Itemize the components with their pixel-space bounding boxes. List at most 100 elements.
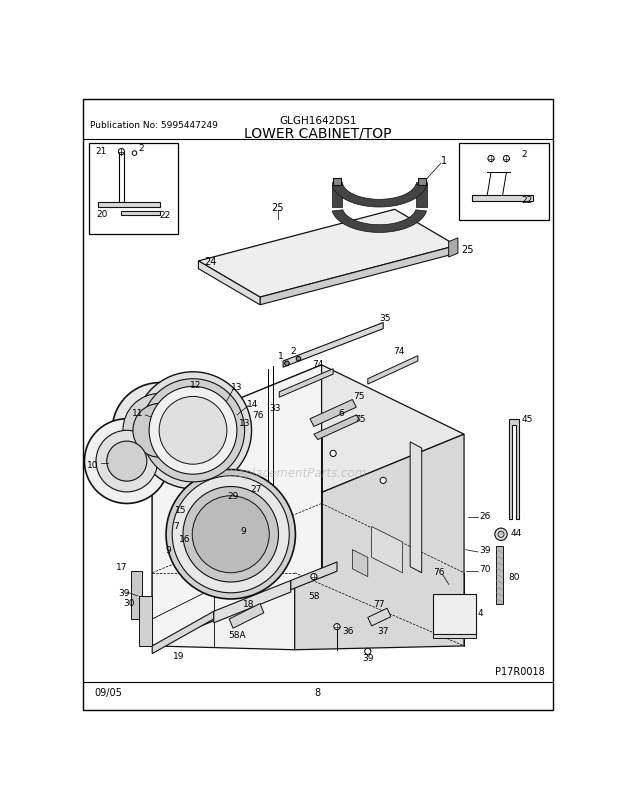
Text: 58A: 58A xyxy=(228,630,246,639)
Text: 2: 2 xyxy=(522,150,528,159)
Polygon shape xyxy=(198,522,214,532)
Text: P17R0018: P17R0018 xyxy=(495,666,544,676)
Polygon shape xyxy=(418,179,425,186)
Polygon shape xyxy=(291,562,337,590)
Polygon shape xyxy=(279,369,333,398)
Text: eReplacementParts.com: eReplacementParts.com xyxy=(223,467,367,480)
Text: 19: 19 xyxy=(174,651,185,661)
Circle shape xyxy=(141,379,245,482)
Polygon shape xyxy=(122,212,160,217)
Polygon shape xyxy=(332,182,342,208)
Text: 7: 7 xyxy=(174,520,179,530)
Text: 09/05: 09/05 xyxy=(94,687,122,697)
Text: 80: 80 xyxy=(508,573,520,581)
Text: 1: 1 xyxy=(278,352,284,361)
Text: 1: 1 xyxy=(441,156,447,166)
Circle shape xyxy=(330,451,336,457)
Text: 33: 33 xyxy=(270,403,281,412)
Text: 13: 13 xyxy=(239,419,250,427)
Text: 75: 75 xyxy=(355,415,366,423)
Text: 75: 75 xyxy=(353,391,365,401)
Circle shape xyxy=(166,470,295,599)
Text: 22: 22 xyxy=(159,211,170,220)
Polygon shape xyxy=(333,179,341,186)
Polygon shape xyxy=(433,594,476,634)
Text: 20: 20 xyxy=(96,209,107,218)
Polygon shape xyxy=(152,435,294,650)
Circle shape xyxy=(380,478,386,484)
Text: 25: 25 xyxy=(462,245,474,255)
Text: 74: 74 xyxy=(393,347,404,356)
Text: 74: 74 xyxy=(312,359,324,368)
Text: 21: 21 xyxy=(95,147,107,156)
Circle shape xyxy=(135,372,252,489)
Polygon shape xyxy=(314,415,360,440)
Polygon shape xyxy=(283,323,383,367)
Text: 13: 13 xyxy=(231,383,242,391)
Text: 18: 18 xyxy=(242,599,254,608)
Circle shape xyxy=(334,624,340,630)
Circle shape xyxy=(159,397,227,464)
Polygon shape xyxy=(410,443,422,573)
Polygon shape xyxy=(449,238,458,257)
Circle shape xyxy=(84,419,169,504)
Polygon shape xyxy=(139,596,152,646)
Text: 8: 8 xyxy=(315,687,321,697)
Circle shape xyxy=(149,387,237,475)
Text: 35: 35 xyxy=(379,314,391,322)
Polygon shape xyxy=(198,512,210,529)
Circle shape xyxy=(96,431,157,492)
Text: 9: 9 xyxy=(166,545,172,554)
Polygon shape xyxy=(152,366,464,504)
Text: 26: 26 xyxy=(479,511,491,520)
Text: 37: 37 xyxy=(378,626,389,635)
Circle shape xyxy=(365,648,371,654)
Text: 27: 27 xyxy=(250,484,262,493)
Polygon shape xyxy=(433,634,476,638)
Text: 10: 10 xyxy=(87,461,99,470)
Text: 2: 2 xyxy=(290,347,296,356)
Text: 58: 58 xyxy=(308,592,320,601)
Text: 4: 4 xyxy=(478,609,484,618)
Polygon shape xyxy=(152,366,322,646)
Circle shape xyxy=(107,442,147,481)
Text: 2: 2 xyxy=(138,144,144,153)
Text: 36: 36 xyxy=(342,626,354,635)
Text: 29: 29 xyxy=(228,492,239,500)
Polygon shape xyxy=(131,572,142,619)
Text: LOWER CABINET/TOP: LOWER CABINET/TOP xyxy=(244,126,391,140)
Text: 44: 44 xyxy=(510,529,521,537)
Text: 77: 77 xyxy=(374,599,385,608)
Text: 9: 9 xyxy=(240,526,246,535)
Circle shape xyxy=(112,383,208,479)
Polygon shape xyxy=(310,400,356,427)
Polygon shape xyxy=(260,246,456,306)
Polygon shape xyxy=(352,550,368,577)
Polygon shape xyxy=(332,185,427,208)
Circle shape xyxy=(172,476,290,593)
Circle shape xyxy=(498,532,504,537)
Circle shape xyxy=(133,404,187,458)
Polygon shape xyxy=(294,435,464,650)
Text: 70: 70 xyxy=(479,565,491,573)
Circle shape xyxy=(123,394,197,468)
Polygon shape xyxy=(368,356,418,385)
Polygon shape xyxy=(198,210,456,298)
Polygon shape xyxy=(214,581,291,623)
Polygon shape xyxy=(332,210,427,233)
Polygon shape xyxy=(152,611,214,654)
Circle shape xyxy=(311,573,317,580)
Polygon shape xyxy=(368,609,391,626)
Text: 39: 39 xyxy=(362,653,373,662)
Text: 6: 6 xyxy=(338,408,343,418)
Circle shape xyxy=(296,357,301,362)
Circle shape xyxy=(192,496,269,573)
Text: 39: 39 xyxy=(479,545,491,554)
Text: 11: 11 xyxy=(132,408,143,418)
Polygon shape xyxy=(198,261,260,306)
Text: 17: 17 xyxy=(116,562,127,571)
Text: 12: 12 xyxy=(190,380,202,389)
Polygon shape xyxy=(508,419,520,519)
Text: 24: 24 xyxy=(204,257,216,266)
Text: GLGH1642DS1: GLGH1642DS1 xyxy=(279,115,356,126)
